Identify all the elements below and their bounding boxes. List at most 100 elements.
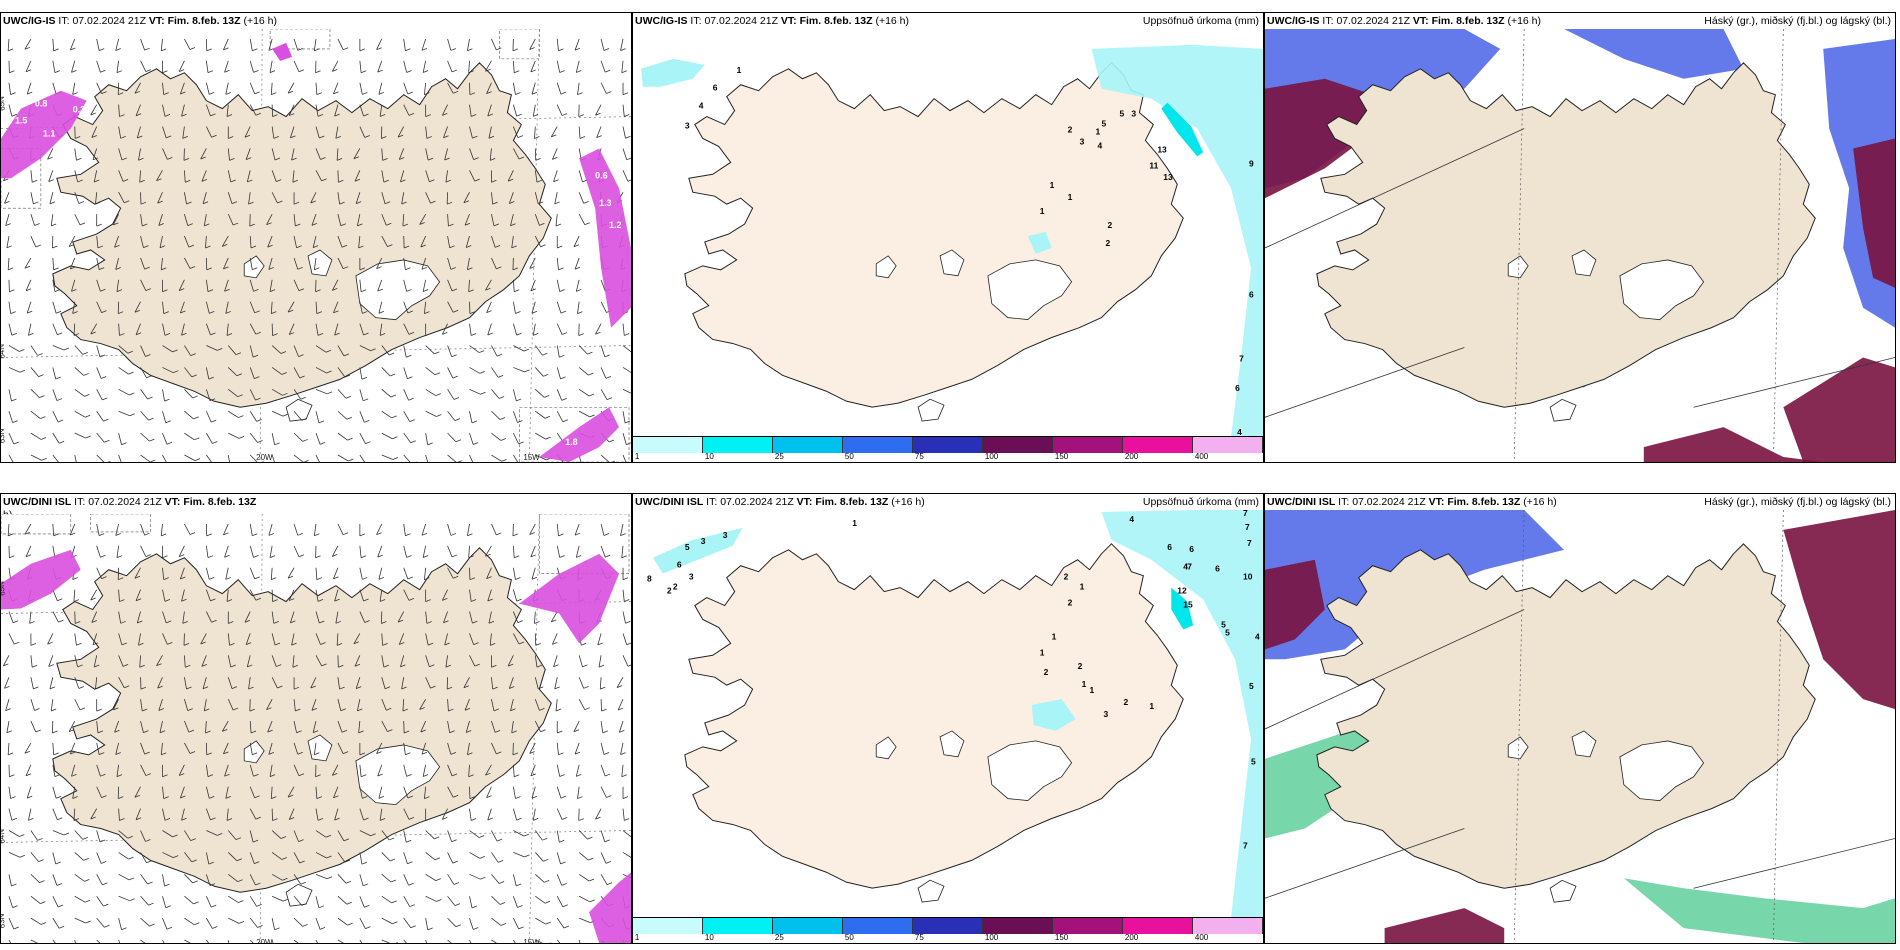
wind-barb (52, 808, 63, 821)
wind-barb (337, 367, 351, 378)
wind-barb (377, 60, 383, 73)
wind-barb (156, 655, 163, 667)
wind-barb (289, 611, 296, 624)
wind-barb (162, 633, 173, 645)
wind-barb (50, 699, 57, 712)
wind-barb (184, 655, 191, 668)
wind-barb (162, 367, 179, 374)
wind-barb (622, 345, 631, 353)
grid-label: 65N (1, 96, 7, 111)
wind-barb (595, 323, 602, 335)
wind-barb (600, 60, 611, 73)
wind-barb (359, 589, 369, 602)
wind-barb (555, 699, 562, 712)
wind-barb (359, 896, 370, 908)
wind-barb (512, 301, 521, 314)
wind-barb (485, 545, 492, 557)
wind-map[interactable]: 1.5 0.8 1.1 0.3 0.6 1.3 1.2 1.8 65N 64N 63N 20W 15W (1, 29, 631, 462)
wind-barb (315, 367, 332, 374)
wind-barb (140, 764, 151, 776)
wind-barb (469, 896, 478, 909)
wind-barb (469, 454, 474, 462)
wind-barb (337, 389, 352, 399)
wind-barb (118, 852, 134, 860)
cloud-map[interactable] (1265, 510, 1895, 943)
wind-barb (531, 301, 538, 314)
wind-barb (157, 677, 163, 689)
wind-barb (182, 126, 188, 139)
wind-barb (486, 82, 492, 95)
wind-barb (268, 257, 274, 270)
wind-barb (425, 104, 431, 117)
wind-barb (378, 301, 385, 314)
wind-barb (491, 874, 505, 884)
wind-barb (315, 545, 321, 559)
wind-barb (162, 874, 170, 887)
wind-barb (52, 411, 64, 423)
wind-barb (181, 589, 187, 602)
wind-barb (138, 633, 144, 646)
wind-barb (486, 786, 492, 799)
colorbar-tick-label: 50 (844, 452, 854, 461)
wind-barb (425, 170, 435, 183)
wind-barb (488, 126, 495, 139)
precip-value-label: 1 (1096, 126, 1101, 136)
wind-value-label: 1.2 (609, 220, 621, 230)
wind-barb (134, 786, 141, 798)
precip-value-label: 1 (1052, 631, 1057, 641)
wind-barb (205, 742, 212, 756)
wind-barb (491, 852, 504, 863)
wind-barb (205, 764, 214, 778)
cloud-map-panel-bottom: UWC/DINI ISL IT: 07.02.2024 21Z VT: Fim.… (1264, 493, 1896, 944)
wind-barb (310, 677, 317, 689)
colorbar-tick-label: 200 (1124, 452, 1139, 461)
wind-barb (227, 633, 235, 646)
wind-barb (335, 611, 341, 624)
wind-barb (227, 126, 234, 139)
wind-barb (512, 104, 522, 117)
wind-barb (465, 235, 472, 248)
wind-barb (96, 60, 106, 73)
precip-map[interactable]: 1 5 3 3 6 3 8 2 2 4 7 7 7 6 6 4 7 6 10 2 1 2 12 15 5 5 4 1 1 2 2 1 1 2 3 1 5… (633, 510, 1263, 917)
wind-barb (310, 192, 317, 204)
wind-map[interactable]: 65N 64N 63N 20W 15W (1, 514, 631, 943)
wind-barb (271, 345, 287, 354)
wind-barb (359, 257, 365, 271)
wind-barb (381, 852, 396, 862)
wind-barb (491, 214, 500, 227)
wind-barb (381, 895, 397, 904)
wind-barb (162, 345, 178, 353)
wind-barb (550, 126, 558, 138)
wind-barb (24, 257, 32, 269)
wind-barb (529, 742, 536, 754)
wind-barb (337, 410, 352, 420)
wind-barb (162, 323, 171, 336)
wind-barb (118, 104, 125, 117)
wind-barb (227, 148, 235, 161)
wind-barb (184, 852, 197, 863)
wind-barb (8, 301, 16, 314)
wind-barb (140, 874, 153, 885)
wind-barb (8, 764, 15, 778)
wind-barb (47, 148, 54, 160)
wind-barb (205, 60, 214, 74)
wind-barb (359, 389, 369, 402)
wind-barb (249, 38, 258, 52)
wind-barb (425, 192, 436, 204)
wind-barb (534, 214, 545, 226)
precip-map[interactable]: 1 6 4 3 2 1 5 4 3 13 11 13 9 1 1 1 2 2 6 7 6 4 5 3 (633, 29, 1263, 436)
wind-barb (268, 523, 274, 536)
wind-barb (30, 389, 45, 399)
wind-barb (224, 764, 230, 777)
wind-barb (90, 323, 98, 335)
cloud-map[interactable] (1265, 29, 1895, 462)
wind-barb (403, 279, 412, 292)
wind-barb (381, 432, 398, 440)
wind-barb (556, 411, 568, 423)
wind-barb (507, 655, 514, 667)
wind-barb (621, 60, 627, 74)
wind-barb (96, 786, 107, 799)
precip-value-label: 7 (1247, 538, 1252, 548)
wind-barb (491, 345, 503, 357)
wind-barb (376, 257, 383, 270)
